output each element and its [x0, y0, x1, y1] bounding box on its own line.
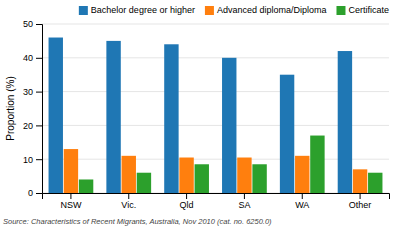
- bar: [179, 158, 193, 193]
- legend-swatch: [79, 6, 88, 15]
- bar: [368, 173, 382, 193]
- bar: [122, 156, 136, 193]
- legend-label: Advanced diploma/Diploma: [217, 5, 327, 15]
- bar: [79, 179, 93, 193]
- x-tick-label: SA: [238, 200, 250, 210]
- y-tick-label: 20: [23, 121, 33, 131]
- y-axis-title: Proportion (%): [5, 76, 16, 140]
- grid-line: [42, 24, 389, 25]
- legend: Bachelor degree or higher Advanced diplom…: [79, 5, 389, 15]
- legend-item: Certificate: [336, 5, 389, 15]
- y-tick: 20: [23, 121, 42, 131]
- y-tick: 10: [23, 155, 42, 165]
- bars: [49, 38, 383, 193]
- bar: [49, 38, 63, 193]
- bar: [353, 169, 367, 193]
- bar: [64, 149, 78, 193]
- x-axis-line: [43, 194, 390, 200]
- chart-svg: 0 10 20 30 40 50 NSW Vic. Qld SA WA Other Proportion…: [0, 0, 397, 227]
- x-tick-mark: [186, 193, 187, 199]
- y-tick: 40: [23, 53, 42, 63]
- y-tick-mark: [36, 24, 42, 25]
- x-axis: NSW Vic. Qld SA WA Other: [43, 193, 390, 210]
- bar: [338, 51, 352, 193]
- x-tick: Other: [349, 193, 372, 210]
- grid-line: [42, 91, 389, 92]
- plot-area: 0 10 20 30 40 50 NSW Vic. Qld SA WA Other: [23, 19, 390, 210]
- x-tick: Qld: [180, 193, 194, 210]
- x-tick-label: Other: [349, 200, 372, 210]
- x-tick-mark: [360, 193, 361, 199]
- bar: [137, 173, 151, 193]
- y-tick: 0: [28, 188, 42, 198]
- y-axis-line: [36, 25, 43, 194]
- x-tick-mark: [302, 193, 303, 199]
- grid-line: [42, 159, 389, 160]
- y-tick: 50: [23, 19, 42, 29]
- x-tick-label: Vic.: [121, 200, 136, 210]
- x-tick-label: WA: [295, 200, 309, 210]
- bar: [237, 158, 251, 193]
- y-tick-mark: [36, 125, 42, 126]
- y-tick-label: 50: [23, 19, 33, 29]
- legend-item: Bachelor degree or higher: [79, 5, 195, 15]
- bar-series: [79, 136, 383, 193]
- grid-line: [42, 125, 389, 126]
- y-tick-label: 10: [23, 155, 33, 165]
- x-tick: SA: [238, 193, 250, 210]
- y-tick-mark: [36, 92, 42, 93]
- y-tick-label: 0: [28, 188, 33, 198]
- bar: [295, 156, 309, 193]
- bar: [252, 164, 266, 193]
- y-tick-mark: [36, 159, 42, 160]
- y-tick: 30: [23, 87, 42, 97]
- legend-swatch: [336, 6, 345, 15]
- bar: [280, 75, 294, 193]
- grid-line: [42, 57, 389, 58]
- y-tick-label: 40: [23, 53, 33, 63]
- bar: [310, 136, 324, 193]
- grid: [42, 24, 389, 193]
- x-tick-mark: [128, 193, 129, 199]
- y-tick-mark: [36, 193, 42, 194]
- bar: [195, 164, 209, 193]
- legend-item: Advanced diploma/Diploma: [205, 5, 327, 15]
- x-tick: WA: [295, 193, 309, 210]
- y-axis: 0 10 20 30 40 50: [23, 19, 43, 198]
- x-tick-label: NSW: [60, 200, 82, 210]
- y-tick-label: 30: [23, 87, 33, 97]
- legend-label: Bachelor degree or higher: [91, 5, 195, 15]
- chart-container: 0 10 20 30 40 50 NSW Vic. Qld SA WA Other Proportion…: [0, 0, 397, 227]
- x-tick: NSW: [60, 193, 82, 210]
- x-tick-mark: [244, 193, 245, 199]
- legend-swatch: [205, 6, 214, 15]
- bar: [164, 44, 178, 193]
- y-tick-mark: [36, 58, 42, 59]
- bar-series: [49, 38, 353, 193]
- x-tick-mark: [70, 193, 71, 199]
- bar: [222, 58, 236, 193]
- legend-label: Certificate: [348, 5, 389, 15]
- x-tick-label: Qld: [180, 200, 194, 210]
- source-note: Source: Characteristics of Recent Migran…: [3, 217, 272, 226]
- x-tick: Vic.: [121, 193, 136, 210]
- bar: [106, 41, 120, 193]
